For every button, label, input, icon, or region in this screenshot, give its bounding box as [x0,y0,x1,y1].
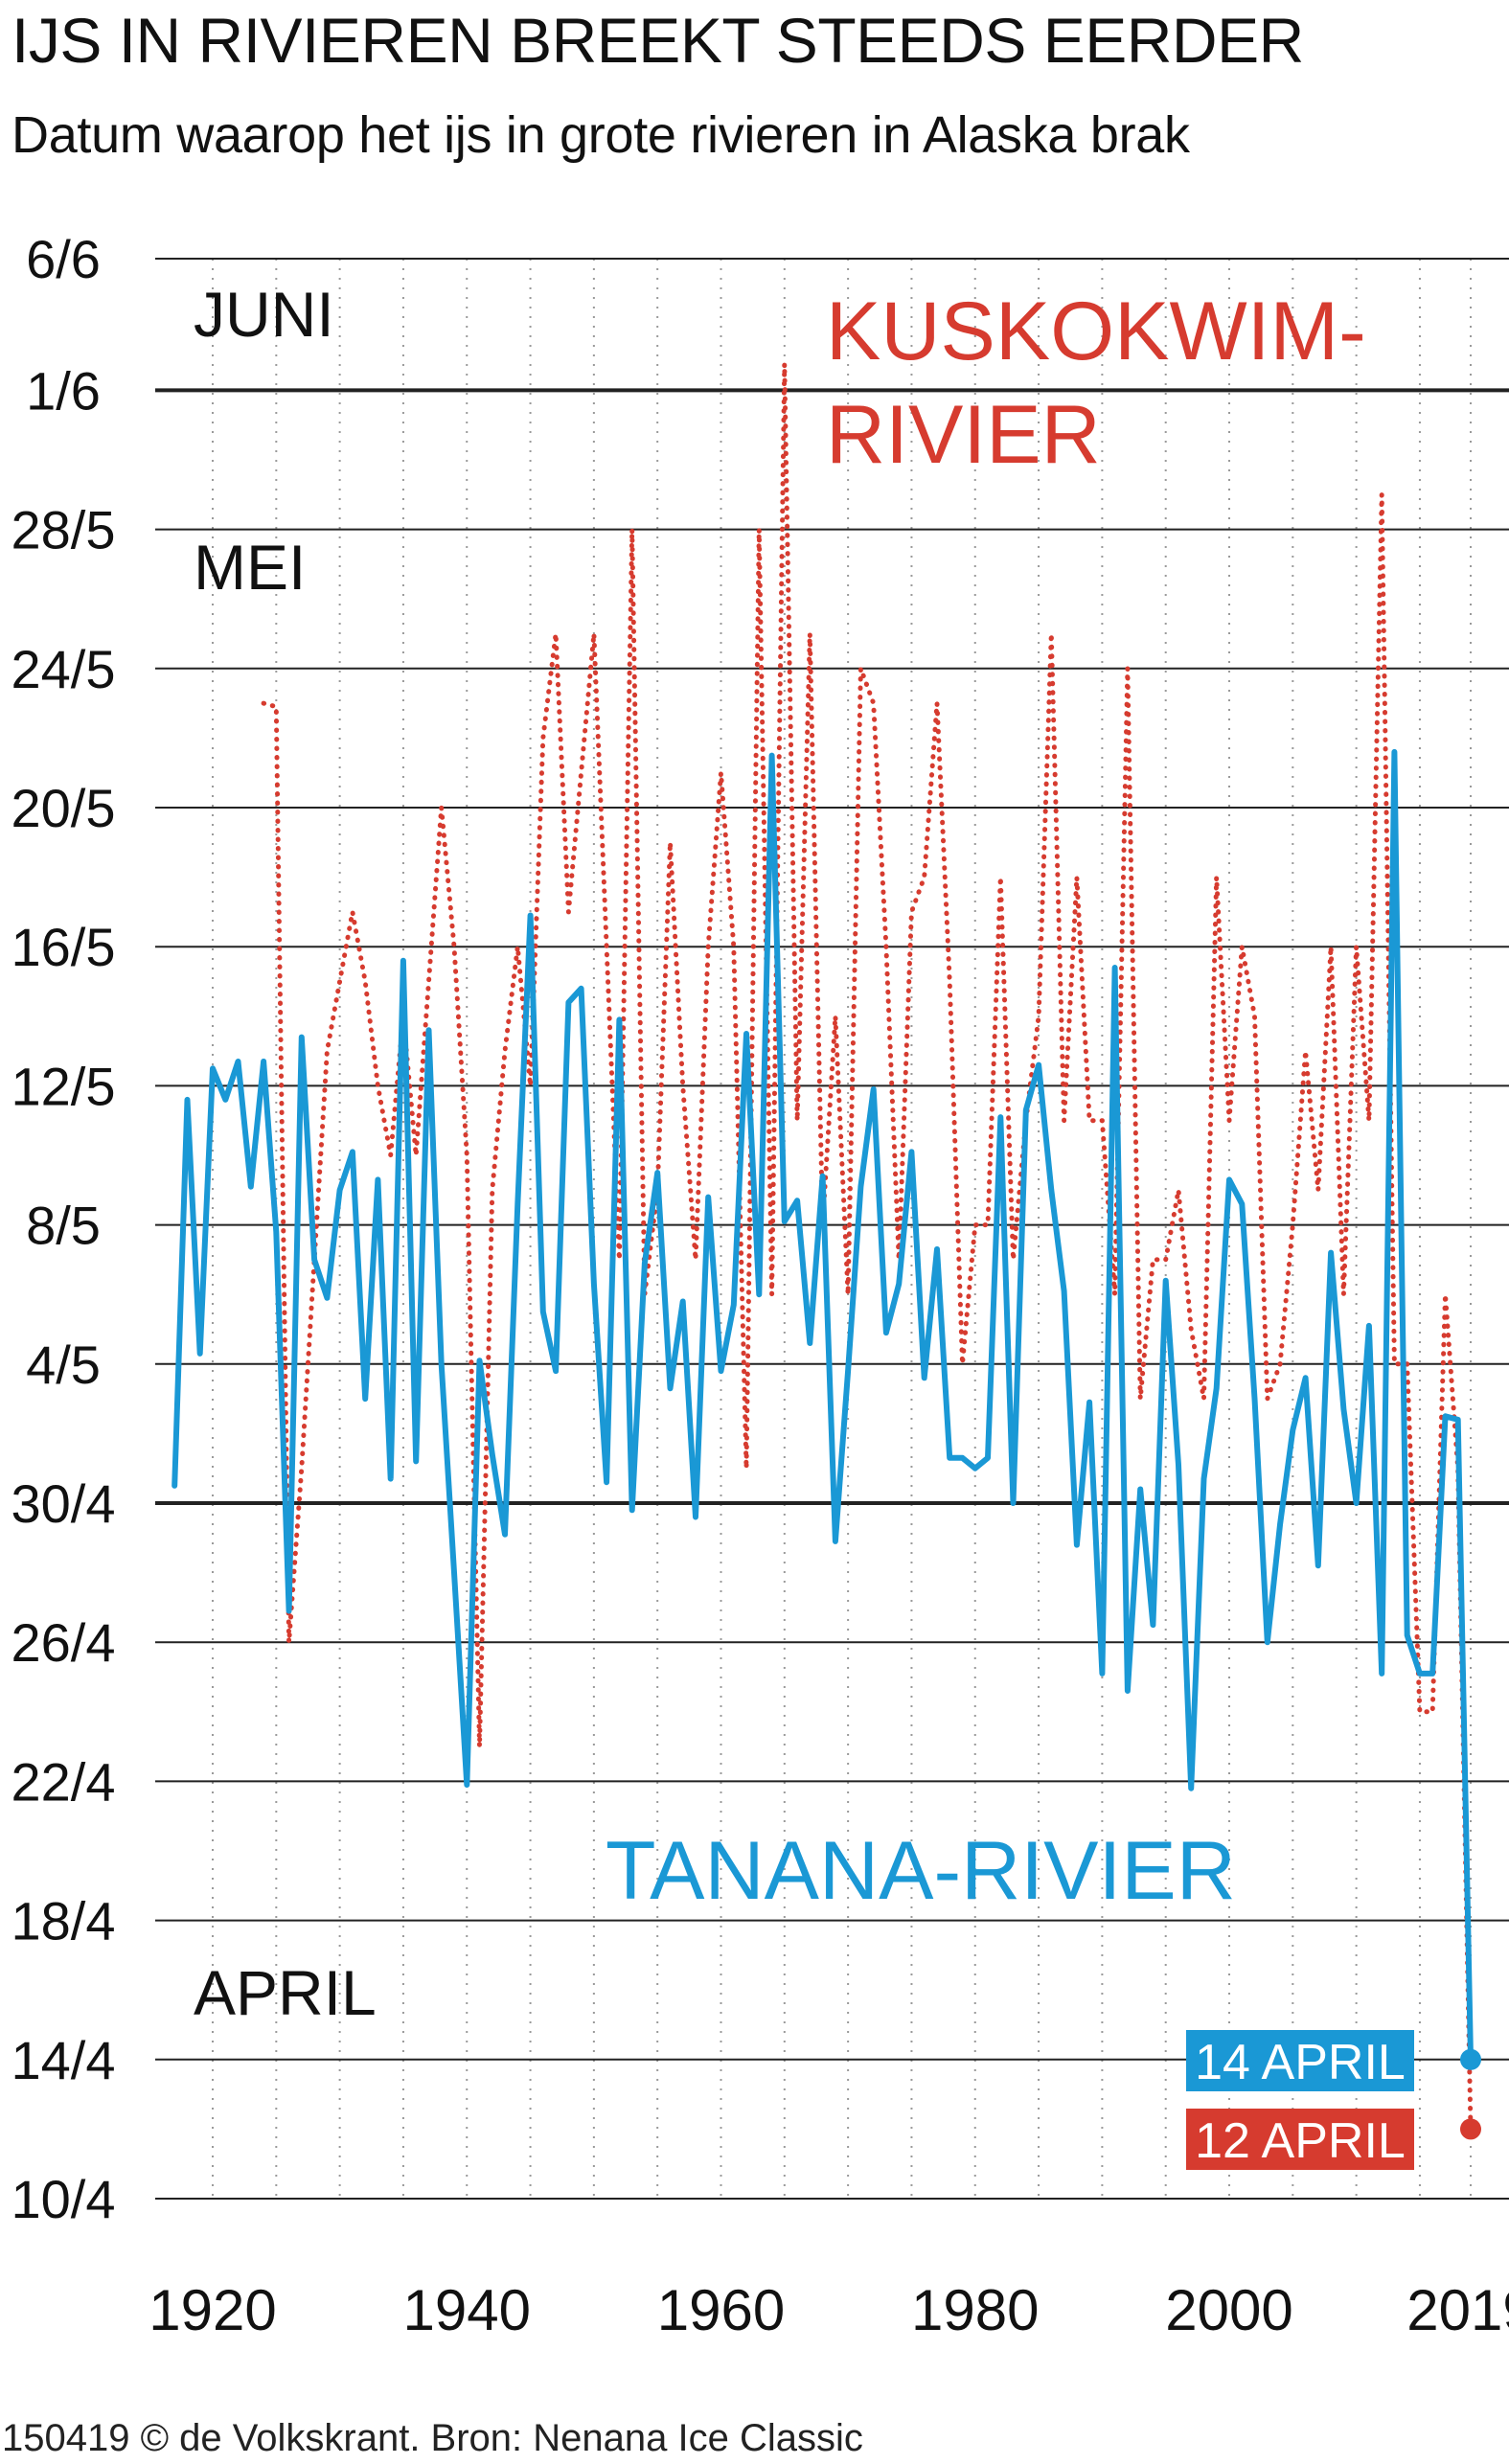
y-tick-label: 12/5 [11,1056,116,1116]
x-tick-label: 2000 [1165,2278,1292,2342]
kuskokwim-series-line [261,361,1474,2132]
y-tick-label: 26/4 [11,1612,116,1673]
y-tick-label: 14/4 [11,2030,116,2090]
tanana-label: TANANA-RIVIER [606,1825,1236,1917]
x-tick-label: 1960 [657,2278,785,2342]
tanana-series-line [171,748,1474,2063]
kuskokwim-label: KUSKOKWIM- [826,285,1366,377]
y-tick-label: 4/5 [26,1335,101,1395]
chart-title: IJS IN RIVIEREN BREEKT STEEDS EERDER [11,5,1304,76]
end-badge-background [1186,2030,1414,2091]
series-labels: KUSKOKWIM- RIVIER TANANA-RIVIER [606,285,1366,1917]
x-tick-label: 1980 [911,2278,1039,2342]
month-label: MEI [194,532,306,603]
horizontal-gridlines [155,258,1509,2200]
kuskokwim-end-point [1460,2118,1481,2140]
y-tick-label: 10/4 [11,2169,116,2229]
y-tick-label: 1/6 [26,360,101,421]
y-tick-label: 30/4 [11,1473,116,1534]
end-badges: 14 APRIL 12 APRIL [1186,2030,1414,2170]
y-tick-label: 16/5 [11,917,116,977]
y-tick-label: 18/4 [11,1891,116,1951]
y-tick-label: 8/5 [26,1196,101,1256]
x-tick-label: 1920 [149,2278,276,2342]
end-badge-label: 12 APRIL [1195,2113,1406,2169]
month-label: APRIL [194,1957,377,2028]
chart-subtitle: Datum waarop het ijs in grote rivieren i… [11,106,1190,164]
series-lines [171,361,1481,2140]
y-tick-label: 6/6 [26,229,101,289]
x-tick-label: 1940 [403,2278,531,2342]
kuskokwim-label: RIVIER [826,389,1101,481]
y-tick-label: 28/5 [11,500,116,560]
source-footer: 150419 © de Volkskrant. Bron: Nenana Ice… [2,2417,863,2459]
end-badge-background [1186,2109,1414,2170]
vertical-gridlines [212,259,1472,2203]
end-badge-label: 14 APRIL [1195,2035,1406,2090]
y-tick-label: 20/5 [11,778,116,838]
y-axis-tick-labels: 10/4 14/4 18/4 22/4 26/4 30/4 4/5 8/5 12/5 16/5 20… [11,229,116,2229]
month-label: JUNI [194,279,334,350]
month-labels: JUNI MEI APRIL [194,279,377,2028]
tanana-end-point [1460,2048,1481,2070]
y-tick-label: 22/4 [11,1751,116,1812]
y-tick-label: 24/5 [11,639,116,699]
